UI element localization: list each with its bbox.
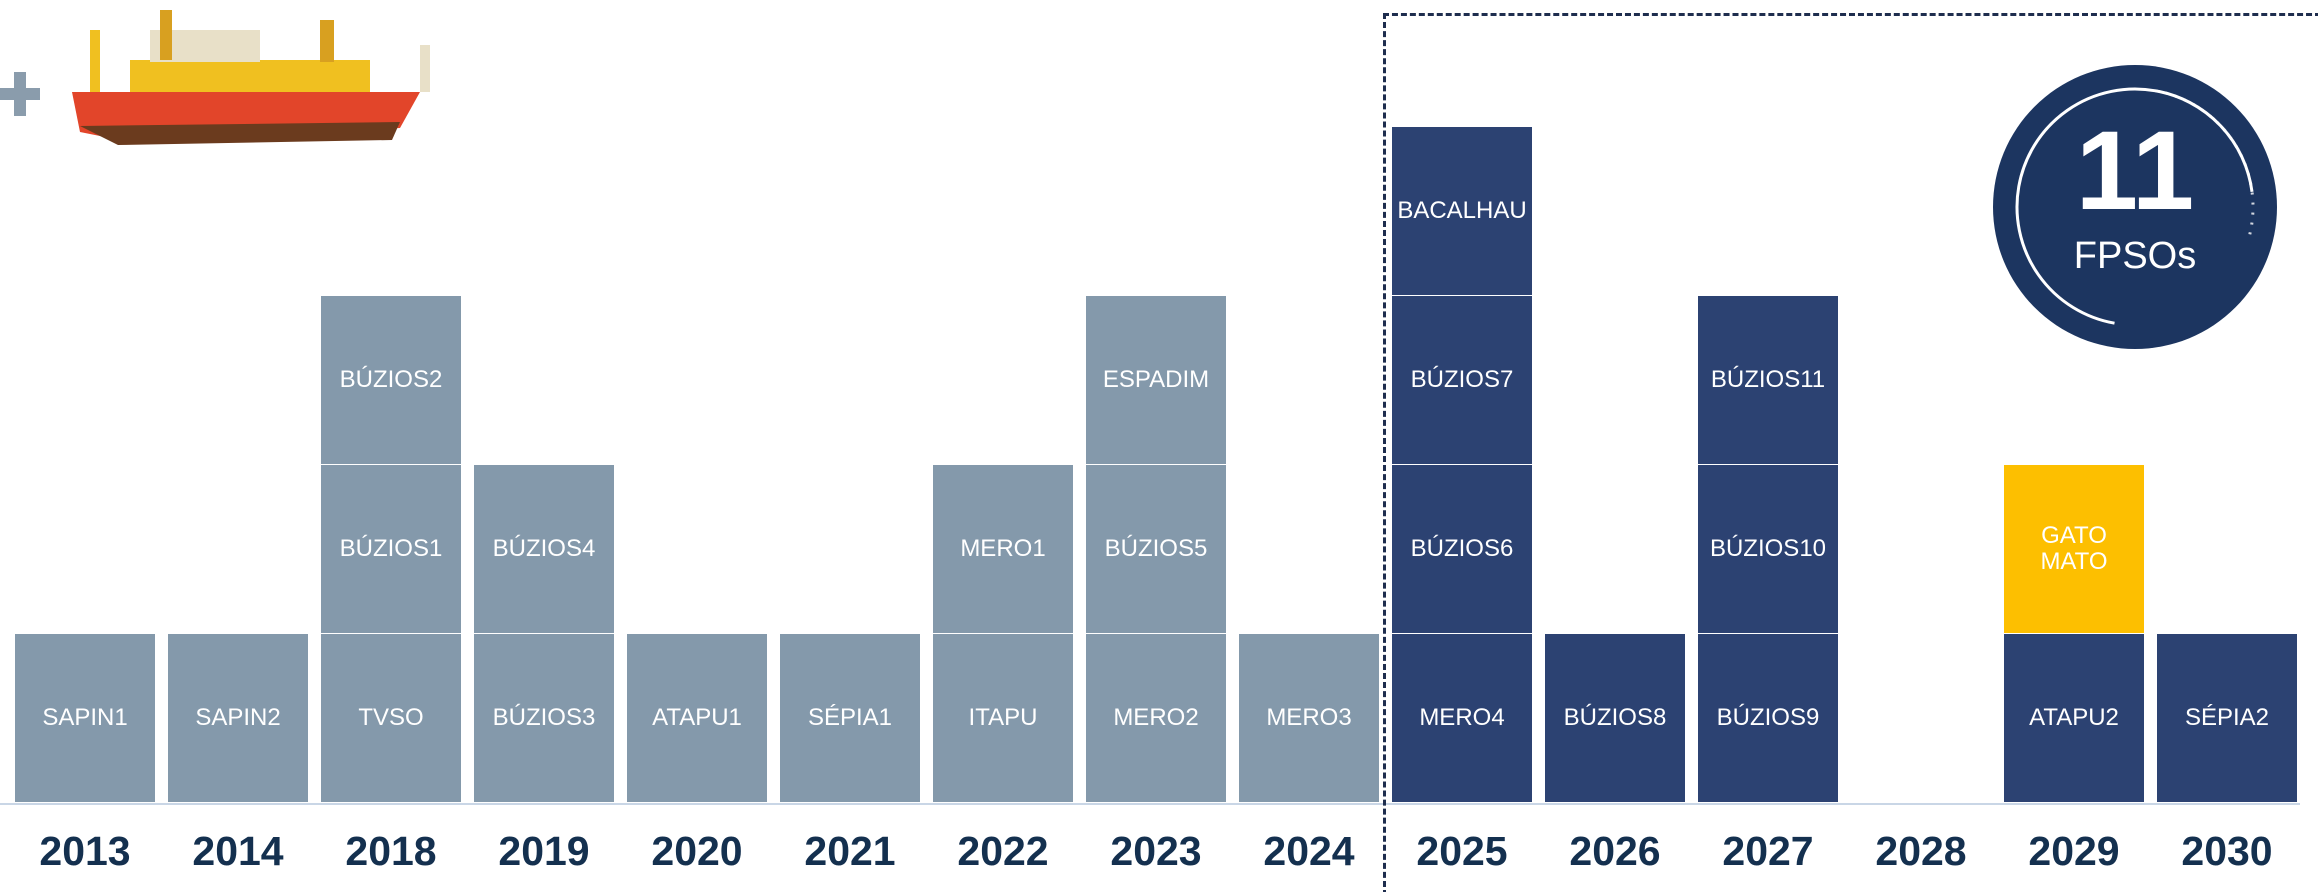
fpso-block: MERO4	[1392, 634, 1532, 802]
year-label: 2028	[1875, 828, 1967, 874]
fpso-block: MERO1	[933, 465, 1073, 633]
forecast-divider	[1383, 13, 2318, 892]
fpso-block: ATAPU1	[627, 634, 767, 802]
year-label: 2023	[1110, 828, 1202, 874]
year-label: 2019	[498, 828, 590, 874]
badge-ring	[2015, 87, 2255, 327]
year-label: 2020	[651, 828, 743, 874]
fpso-block: SÉPIA1	[780, 634, 920, 802]
year-label: 2021	[804, 828, 896, 874]
fpso-block: BÚZIOS11	[1698, 296, 1838, 464]
badge-label: FPSOs	[2073, 235, 2197, 277]
fpso-block: BÚZIOS7	[1392, 296, 1532, 464]
fpso-block: BÚZIOS2	[321, 296, 461, 464]
fpso-block: ATAPU2	[2004, 634, 2144, 802]
fpso-block: BÚZIOS6	[1392, 465, 1532, 633]
fpso-block: BÚZIOS3	[474, 634, 614, 802]
year-label: 2013	[39, 828, 131, 874]
year-label: 2018	[345, 828, 437, 874]
year-label: 2022	[957, 828, 1049, 874]
fpso-block: BÚZIOS9	[1698, 634, 1838, 802]
fpso-block: SÉPIA2	[2157, 634, 2297, 802]
fpso-block: ESPADIM	[1086, 296, 1226, 464]
baseline	[0, 803, 2300, 805]
fpso-block: SAPIN2	[168, 634, 308, 802]
year-label: 2014	[192, 828, 284, 874]
fpso-block: GATO MATO	[2004, 465, 2144, 633]
fpso-block: MERO3	[1239, 634, 1379, 802]
year-label: 2026	[1569, 828, 1661, 874]
fpso-block: ITAPU	[933, 634, 1073, 802]
year-label: 2029	[2028, 828, 2120, 874]
badge-number: 11	[2075, 108, 2195, 233]
ship-illustration	[0, 10, 430, 145]
year-label: 2027	[1722, 828, 1814, 874]
fpso-block: BÚZIOS5	[1086, 465, 1226, 633]
fpso-block: BÚZIOS10	[1698, 465, 1838, 633]
year-label: 2025	[1416, 828, 1508, 874]
fpso-block: BÚZIOS1	[321, 465, 461, 633]
fpso-block: TVSO	[321, 634, 461, 802]
fpso-block: BÚZIOS4	[474, 465, 614, 633]
fpso-block: SAPIN1	[15, 634, 155, 802]
fpso-badge: 11 FPSOs	[1993, 65, 2277, 349]
fpso-block: BÚZIOS8	[1545, 634, 1685, 802]
fpso-block: BACALHAU	[1392, 127, 1532, 295]
year-label: 2024	[1263, 828, 1355, 874]
year-label: 2030	[2181, 828, 2273, 874]
fpso-block: MERO2	[1086, 634, 1226, 802]
